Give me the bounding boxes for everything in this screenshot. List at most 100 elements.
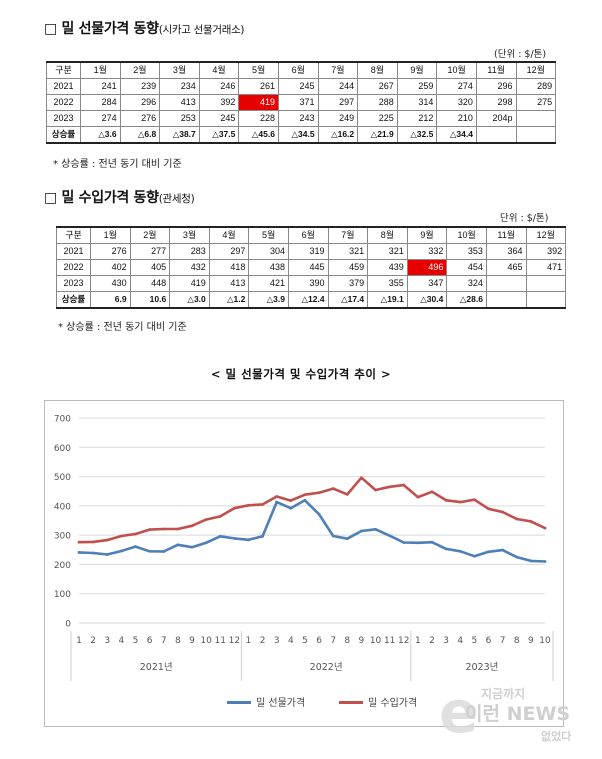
data-point bbox=[247, 503, 250, 507]
watermark-logo: e 지금까지 이런 NEWS 없었다 bbox=[425, 676, 600, 746]
price-cell bbox=[515, 110, 557, 127]
row-year: 2021 bbox=[46, 78, 81, 95]
chart-title: < 밀 선물가격 및 수입가격 추이 > bbox=[210, 367, 392, 381]
header-month: 7월 bbox=[327, 226, 369, 244]
header-month: 10월 bbox=[436, 61, 477, 79]
price-cell: 405 bbox=[129, 259, 171, 276]
price-cell-highlight: 496 bbox=[406, 259, 448, 276]
price-cell: 454 bbox=[446, 259, 487, 276]
watermark-e-icon: e bbox=[439, 678, 478, 746]
x-tick-label: 1 bbox=[246, 636, 252, 646]
rate-cell: △3.6 bbox=[80, 126, 121, 144]
price-cell: 249 bbox=[317, 110, 359, 127]
price-cell: 347 bbox=[406, 275, 448, 292]
data-point bbox=[416, 495, 420, 499]
price-cell: 471 bbox=[525, 259, 567, 276]
rate-cell: △6.8 bbox=[119, 126, 161, 144]
x-tick-label: 7 bbox=[500, 636, 506, 646]
price-cell: 284 bbox=[80, 94, 121, 111]
x-tick-label: 6 bbox=[147, 636, 153, 646]
x-tick-label: 5 bbox=[133, 636, 139, 646]
rate-cell bbox=[525, 291, 567, 309]
price-cell: 355 bbox=[367, 275, 408, 292]
x-tick-label: 10 bbox=[370, 636, 382, 646]
data-point bbox=[190, 524, 194, 528]
data-point bbox=[91, 540, 95, 544]
rate-cell: △1.2 bbox=[208, 291, 250, 309]
import-title-text: □ 밀 수입가격 동향 bbox=[44, 190, 159, 206]
futures-footnote: * 상승률 : 전년 동기 대비 기준 bbox=[53, 159, 182, 170]
data-point bbox=[360, 476, 363, 480]
x-tick-label: 2 bbox=[90, 636, 96, 646]
rate-cell: △38.7 bbox=[159, 126, 200, 144]
year-group-label: 2022년 bbox=[310, 662, 343, 673]
header-month: 3월 bbox=[159, 61, 200, 79]
y-tick-label: 300 bbox=[54, 532, 71, 542]
price-cell: 392 bbox=[198, 94, 240, 111]
data-point bbox=[303, 493, 307, 497]
data-point bbox=[501, 510, 505, 514]
import-price-line bbox=[78, 476, 546, 544]
data-point bbox=[529, 559, 533, 563]
y-tick-label: 700 bbox=[54, 415, 71, 425]
data-point bbox=[472, 554, 476, 558]
price-cell: 392 bbox=[525, 243, 567, 260]
x-tick-label: 11 bbox=[384, 636, 395, 646]
price-cell: 371 bbox=[277, 94, 319, 111]
x-tick-label: 3 bbox=[104, 636, 110, 646]
legend-label: 밀 수입가격 bbox=[368, 696, 417, 709]
x-tick-label: 6 bbox=[316, 636, 322, 646]
header-month: 9월 bbox=[406, 226, 448, 244]
y-tick-label: 100 bbox=[54, 590, 71, 600]
price-cell: 390 bbox=[287, 275, 329, 292]
header-month: 8월 bbox=[367, 226, 408, 244]
price-cell: 225 bbox=[357, 110, 398, 127]
rate-cell: 6.9 bbox=[90, 291, 131, 309]
x-tick-label: 4 bbox=[288, 636, 294, 646]
price-cell: 321 bbox=[327, 243, 369, 260]
header-category: 구분 bbox=[46, 61, 81, 79]
rate-cell: △19.1 bbox=[367, 291, 408, 309]
price-cell: 289 bbox=[515, 78, 557, 95]
x-tick-label: 6 bbox=[486, 636, 492, 646]
header-month: 5월 bbox=[248, 226, 289, 244]
data-point bbox=[543, 526, 547, 530]
x-tick-label: 10 bbox=[539, 636, 551, 646]
price-cell: 324 bbox=[446, 275, 487, 292]
data-point bbox=[458, 500, 462, 504]
price-cell-highlight: 419 bbox=[238, 94, 279, 111]
header-month: 5월 bbox=[238, 61, 279, 79]
header-month: 6월 bbox=[287, 226, 329, 244]
data-point bbox=[458, 549, 462, 553]
rate-cell: △3.9 bbox=[248, 291, 289, 309]
rate-cell: △12.4 bbox=[287, 291, 329, 309]
data-point bbox=[303, 498, 307, 502]
row-year: 2021 bbox=[56, 243, 91, 260]
year-group-label: 2023년 bbox=[465, 662, 498, 673]
data-point bbox=[487, 550, 490, 554]
year-group-label: 2021년 bbox=[140, 662, 173, 673]
data-point bbox=[487, 507, 490, 511]
price-cell: 465 bbox=[485, 259, 527, 276]
import-subtitle: (관세청) bbox=[158, 193, 195, 205]
table-row: 2022 284 296 413 392 419 371 297 288 314 320 298 275 bbox=[46, 94, 557, 111]
rate-cell: △34.4 bbox=[436, 126, 477, 144]
data-point bbox=[515, 555, 519, 559]
data-point bbox=[360, 529, 363, 533]
row-year: 2022 bbox=[56, 259, 91, 276]
x-tick-label: 5 bbox=[302, 636, 308, 646]
data-point bbox=[232, 506, 236, 510]
header-month: 11월 bbox=[475, 61, 517, 79]
futures-title-text: □ 밀 선물가격 동향 bbox=[44, 21, 159, 37]
x-tick-label: 7 bbox=[330, 636, 336, 646]
data-point bbox=[176, 543, 180, 547]
price-cell: 243 bbox=[277, 110, 319, 127]
price-cell: 296 bbox=[119, 94, 161, 111]
data-point bbox=[218, 534, 222, 538]
data-point bbox=[119, 534, 123, 538]
x-tick-label: 1 bbox=[76, 636, 82, 646]
price-cell: 274 bbox=[436, 78, 477, 95]
header-month: 7월 bbox=[317, 61, 359, 79]
price-cell: 261 bbox=[238, 78, 279, 95]
